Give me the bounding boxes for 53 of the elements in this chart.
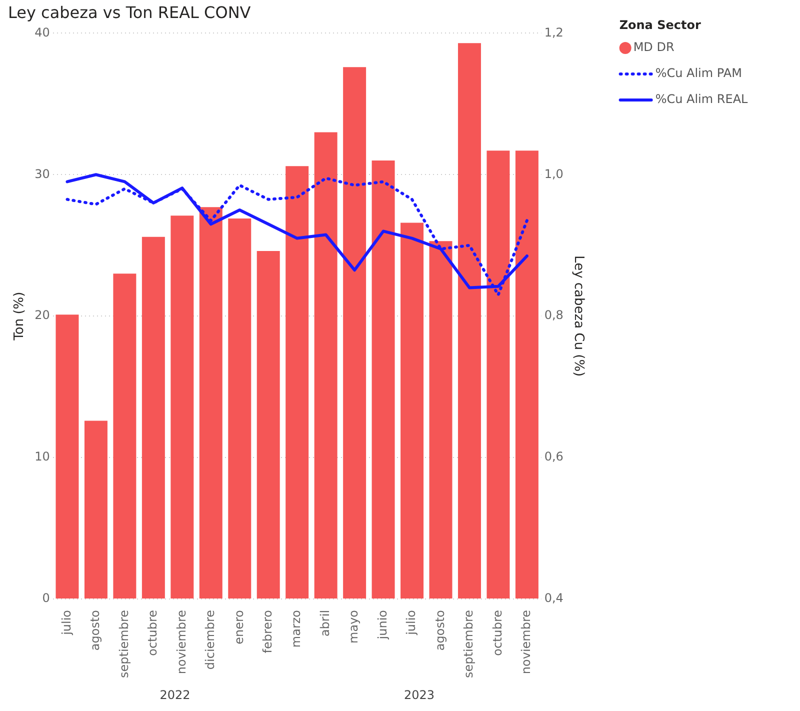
x-tick-label: junio (375, 610, 390, 640)
bar (256, 251, 280, 598)
legend-label: %Cu Alim PAM (655, 66, 742, 80)
bar (314, 132, 338, 598)
bar (228, 218, 252, 598)
x-tick-label: julio (59, 610, 74, 636)
y2-tick-label: 0,6 (544, 450, 564, 464)
bar (113, 274, 136, 598)
y2-tick-label: 0,4 (544, 591, 564, 606)
y-tick-label: 30 (34, 166, 50, 181)
y-tick-label: 0 (42, 591, 50, 606)
legend-label: %Cu Alim REAL (655, 92, 748, 106)
bar (343, 67, 366, 598)
y-tick-label: 40 (34, 25, 50, 40)
x-tick-label: abril (318, 610, 332, 637)
x-tick-label: enero (232, 610, 246, 644)
y2-tick-label: 0,8 (544, 308, 564, 322)
y-tick-label: 10 (34, 450, 50, 464)
bar (372, 160, 395, 598)
bar (56, 314, 79, 598)
bar (286, 166, 309, 598)
x-tick-label: agosto (432, 610, 447, 651)
legend-title: Zona Sector (619, 18, 701, 32)
x-tick-label: octubre (146, 610, 160, 656)
bar (84, 420, 108, 598)
y-axis-title: Ton (%) (12, 292, 28, 342)
x-tick-label: agosto (88, 610, 102, 651)
bar (400, 222, 424, 598)
bar (142, 236, 165, 598)
y2-tick-label: 1,2 (544, 25, 564, 40)
text: 2022 (160, 688, 190, 702)
bar (515, 150, 538, 598)
bar (429, 241, 452, 598)
bar (458, 43, 481, 598)
x-tick-label: mayo (346, 610, 361, 644)
bar (199, 207, 222, 598)
chart-title: Ley cabeza vs Ton REAL CONV (8, 2, 251, 22)
x-tick-label: septiembre (116, 610, 131, 678)
x-tick-label: marzo (289, 610, 304, 648)
bar (486, 150, 510, 598)
x-tick-label: febrero (260, 610, 274, 654)
y2-tick-label: 1,0 (544, 166, 564, 181)
y2-axis-title: Ley cabeza Cu (%) (570, 256, 586, 377)
x-tick-label: diciembre (203, 610, 218, 670)
x-tick-label: octubre (490, 610, 504, 656)
legend-label: MD DR (633, 40, 674, 54)
y-tick-label: 20 (34, 308, 50, 322)
x-tick-label: julio (404, 610, 418, 636)
bar (170, 216, 194, 598)
x-tick-label: noviembre (174, 610, 188, 674)
x-tick-label: septiembre (462, 610, 476, 678)
text: 2023 (404, 688, 434, 702)
x-tick-label: noviembre (519, 610, 534, 674)
